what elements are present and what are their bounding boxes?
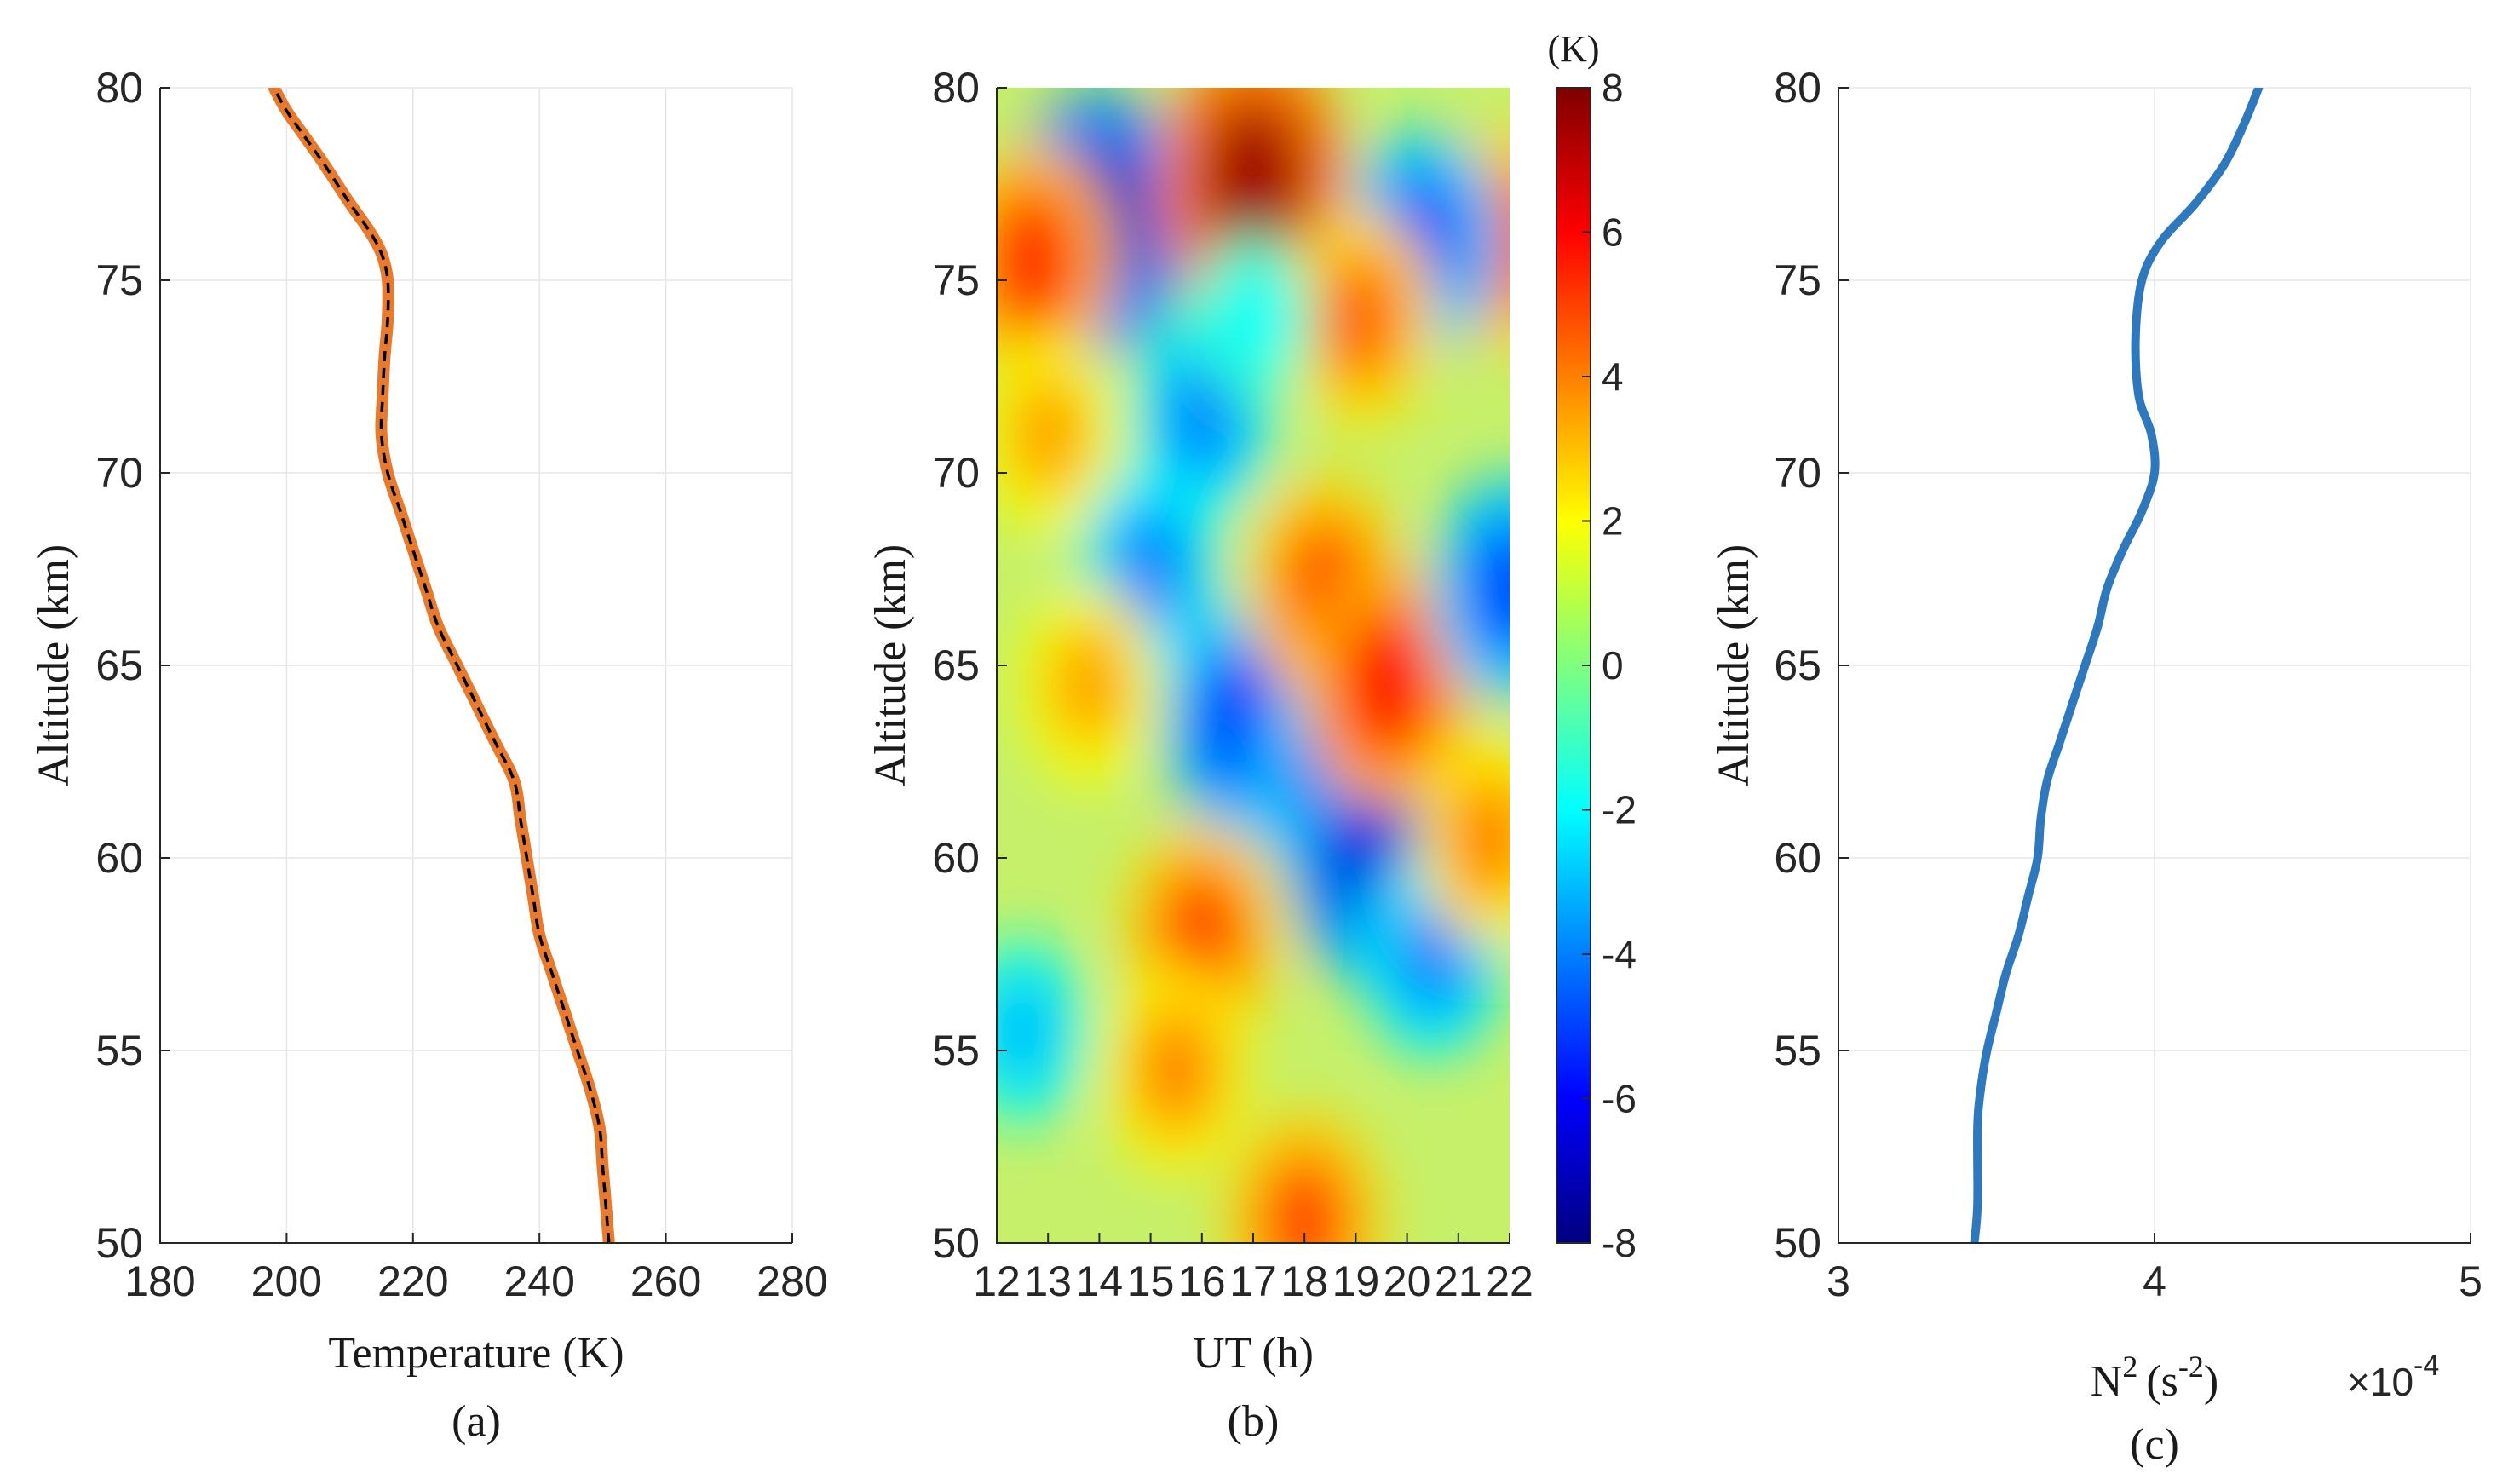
- y-tick-label: 65: [95, 642, 143, 689]
- y-tick-label: 50: [932, 1219, 980, 1267]
- colorbar-tick-label: 8: [1602, 66, 1624, 110]
- heatmap-blob: [1318, 250, 1404, 388]
- n2-xlabel-unit-open: (s: [2146, 1357, 2178, 1406]
- n2-line: [1970, 88, 2264, 1243]
- temperature-ylabel: Altitude (km): [30, 544, 78, 787]
- y-tick-label: 70: [1774, 449, 1821, 497]
- colorbar-tick-label: 6: [1602, 210, 1624, 255]
- n2-exponent: ×10-4: [2347, 1350, 2439, 1404]
- x-tick-label: 18: [1280, 1257, 1328, 1305]
- n2-xlabel-unit-sup: -2: [2178, 1350, 2204, 1384]
- heatmap-blob: [1220, 265, 1286, 372]
- y-tick-label: 55: [95, 1027, 143, 1074]
- n2-exponent-base: ×10: [2347, 1360, 2414, 1404]
- heatmap-blob: [997, 186, 1079, 336]
- y-tick-label: 75: [95, 256, 143, 304]
- heatmap-blob: [1109, 504, 1192, 635]
- heatmap-blob: [1199, 97, 1308, 271]
- colorbar-tick-label: 2: [1602, 499, 1624, 544]
- temperature-grid: [159, 87, 793, 1244]
- panel-label-c: (c): [2130, 1420, 2179, 1469]
- heatmap-blob: [997, 971, 1060, 1091]
- y-tick-label: 80: [932, 64, 980, 112]
- y-tick-label: 55: [1774, 1027, 1821, 1074]
- n2-xlabel-sup: 2: [2122, 1350, 2137, 1384]
- x-tick-label: 19: [1332, 1257, 1380, 1305]
- x-tick-label: 240: [503, 1257, 574, 1305]
- colorbar-tick-label: -4: [1602, 932, 1637, 976]
- n2-xlabel-main: N: [2091, 1357, 2123, 1406]
- colorbar-label: (K): [1547, 28, 1599, 70]
- x-tick-label: 12: [973, 1257, 1021, 1305]
- temperature-dashed-line: [273, 88, 611, 1243]
- n2-xlabel-unit-close: ): [2204, 1357, 2218, 1406]
- panel-label-b: (b): [1228, 1397, 1280, 1446]
- heatmap-blob: [1050, 622, 1129, 747]
- colorbar-tick-label: 4: [1602, 354, 1624, 399]
- perturbation-heatmap: [997, 88, 1510, 1243]
- colorbar-tick-label: 0: [1602, 643, 1624, 688]
- heatmap-blob: [1009, 371, 1087, 497]
- y-tick-label: 60: [932, 834, 980, 882]
- y-tick-label: 70: [932, 449, 980, 497]
- y-tick-label: 55: [932, 1027, 980, 1074]
- y-tick-label: 75: [1774, 256, 1821, 304]
- x-tick-label: 20: [1384, 1257, 1431, 1305]
- heatmap-blob: [1259, 1152, 1349, 1243]
- n2-exponent-power: -4: [2414, 1350, 2439, 1382]
- x-tick-label: 200: [251, 1257, 322, 1305]
- y-tick-label: 60: [1774, 834, 1821, 882]
- x-tick-label: 13: [1024, 1257, 1072, 1305]
- x-tick-label: 15: [1127, 1257, 1175, 1305]
- x-tick-label: 14: [1076, 1257, 1124, 1305]
- x-tick-label: 16: [1178, 1257, 1226, 1305]
- colorbar-tick-label: -2: [1602, 788, 1637, 832]
- heatmap-blob: [1135, 1004, 1217, 1136]
- perturbation-ticks: 12 13 14 15 16 17 18 19 20 21 22 50 55 60 65 70 75 80: [932, 64, 1533, 1305]
- y-tick-label: 50: [95, 1219, 143, 1267]
- y-tick-label: 65: [1774, 642, 1821, 689]
- x-tick-label: 260: [630, 1257, 701, 1305]
- temperature-ticks: 180 200 220 240 260 280 50 55 60 65 70 75 80: [95, 64, 827, 1305]
- x-tick-label: 22: [1486, 1257, 1533, 1305]
- x-tick-label: 220: [377, 1257, 448, 1305]
- temperature-xlabel: Temperature (K): [328, 1329, 624, 1378]
- x-tick-label: 280: [757, 1257, 827, 1305]
- heatmap-blob: [1338, 607, 1435, 763]
- y-tick-label: 50: [1774, 1219, 1821, 1267]
- colorbar-tick-label: -6: [1602, 1077, 1637, 1121]
- n2-xlabel: N2 (s-2): [2091, 1350, 2218, 1406]
- x-tick-label: 3: [1827, 1257, 1850, 1305]
- panel-label-a: (a): [452, 1397, 501, 1446]
- heatmap-blob: [1447, 773, 1510, 905]
- y-tick-label: 75: [932, 256, 980, 304]
- y-tick-label: 70: [95, 449, 143, 497]
- colorbar-tick-label: -8: [1602, 1221, 1637, 1265]
- y-tick-label: 60: [95, 834, 143, 882]
- x-tick-label: 17: [1229, 1257, 1277, 1305]
- colorbar-ticks: -8 -6 -4 -2 0 2 4 6 8: [1582, 66, 1637, 1265]
- perturbation-xlabel: UT (h): [1193, 1329, 1314, 1378]
- y-tick-label: 80: [95, 64, 143, 112]
- heatmap-blob: [1464, 516, 1510, 660]
- x-tick-label: 5: [2459, 1257, 2483, 1305]
- heatmap-features: [997, 88, 1510, 1243]
- y-tick-label: 65: [932, 642, 980, 689]
- x-tick-label: 21: [1435, 1257, 1482, 1305]
- x-tick-label: 4: [2143, 1257, 2166, 1305]
- y-tick-label: 80: [1774, 64, 1821, 112]
- n2-ylabel: Altitude (km): [1710, 544, 1758, 787]
- x-tick-label: 180: [124, 1257, 195, 1305]
- perturbation-ylabel: Altitude (km): [866, 544, 915, 787]
- temperature-panel: 180 200 220 240 260 280 50 55 60 65 70 75 80 Tempera…: [30, 64, 828, 1446]
